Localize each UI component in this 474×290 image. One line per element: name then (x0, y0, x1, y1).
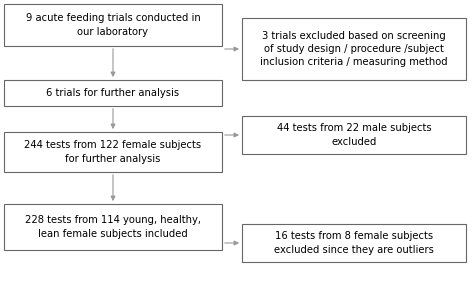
Text: 9 acute feeding trials conducted in
our laboratory: 9 acute feeding trials conducted in our … (26, 13, 201, 37)
Bar (4, 4, 222, 46)
Text: 3 trials excluded based on screening
of study design / procedure /subject
inclus: 3 trials excluded based on screening of … (260, 31, 448, 67)
Text: 244 tests from 122 female subjects
for further analysis: 244 tests from 122 female subjects for f… (25, 140, 201, 164)
Bar (4, 80, 222, 106)
Text: 16 tests from 8 female subjects
excluded since they are outliers: 16 tests from 8 female subjects excluded… (274, 231, 434, 255)
Text: 44 tests from 22 male subjects
excluded: 44 tests from 22 male subjects excluded (277, 124, 431, 147)
Bar (242, 116, 466, 154)
Text: 228 tests from 114 young, healthy,
lean female subjects included: 228 tests from 114 young, healthy, lean … (25, 215, 201, 239)
Bar (242, 224, 466, 262)
Bar (4, 132, 222, 172)
Text: 6 trials for further analysis: 6 trials for further analysis (46, 88, 180, 98)
Bar (4, 204, 222, 250)
Bar (242, 18, 466, 80)
